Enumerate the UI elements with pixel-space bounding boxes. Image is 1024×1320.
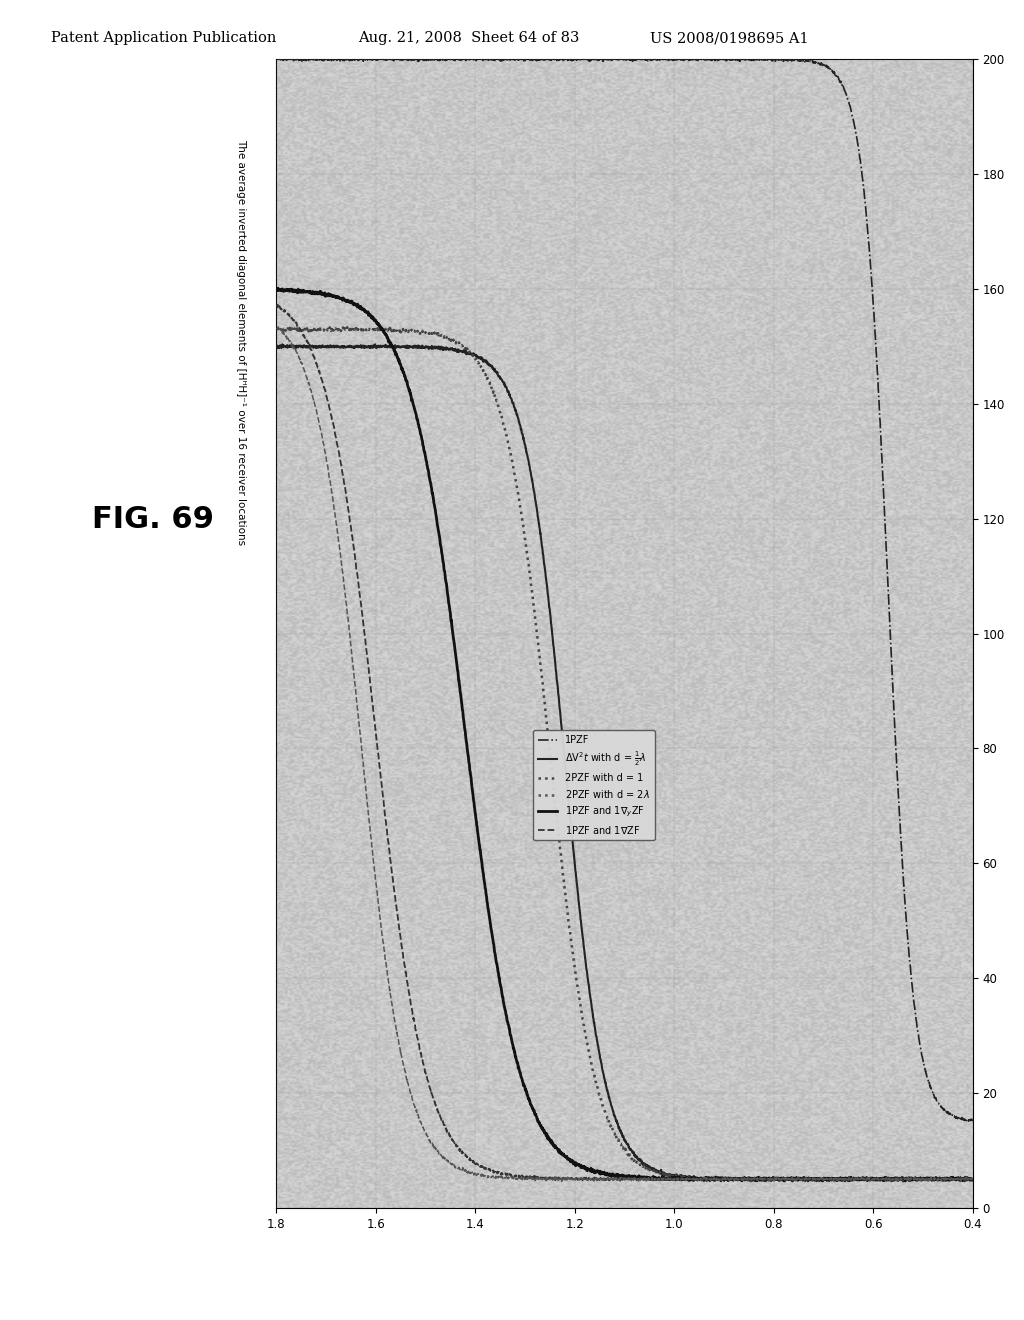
Text: Aug. 21, 2008  Sheet 64 of 83: Aug. 21, 2008 Sheet 64 of 83	[358, 32, 580, 45]
Text: Patent Application Publication: Patent Application Publication	[51, 32, 276, 45]
Text: FIG. 69: FIG. 69	[92, 506, 214, 535]
Text: US 2008/0198695 A1: US 2008/0198695 A1	[650, 32, 809, 45]
Legend: 1PZF, $\Delta$V$^2t$ with d = $\frac{1}{2}\lambda$, 2PZF with d = 1, 2PZF with d: 1PZF, $\Delta$V$^2t$ with d = $\frac{1}{…	[532, 730, 654, 841]
Text: The average inverted diagonal elements of [HᴴH]⁻¹ over 16 receiver locations: The average inverted diagonal elements o…	[236, 139, 246, 545]
